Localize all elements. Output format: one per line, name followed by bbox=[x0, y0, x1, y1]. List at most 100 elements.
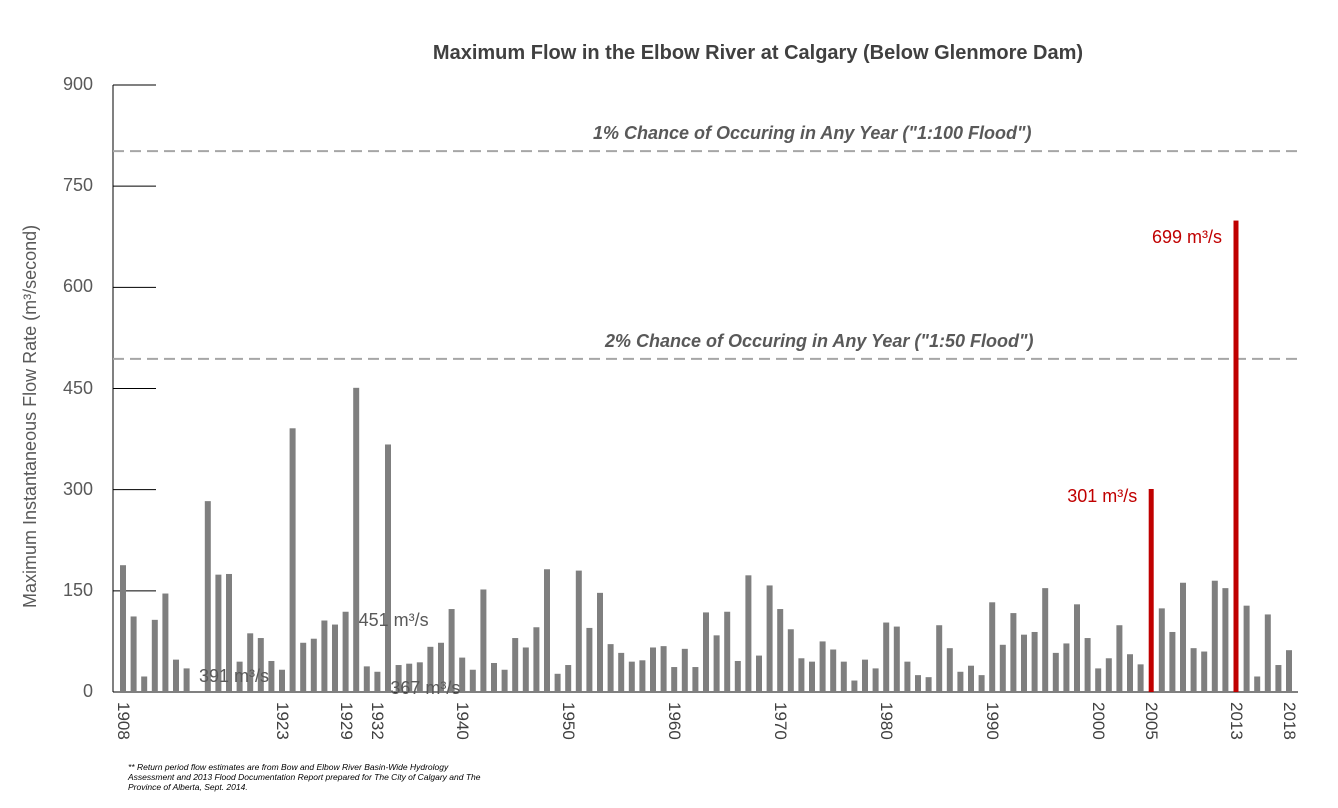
bar-1910 bbox=[141, 676, 148, 692]
bar-1986 bbox=[946, 648, 953, 692]
bar-1982 bbox=[904, 661, 911, 692]
annotation-1929: 451 m³/s bbox=[358, 609, 429, 630]
bar-1921 bbox=[257, 638, 264, 692]
bar-1968 bbox=[756, 655, 762, 692]
bar-1935 bbox=[406, 663, 413, 692]
y-tick-label: 600 bbox=[62, 276, 93, 297]
bar-1946 bbox=[522, 647, 529, 692]
bar-1943 bbox=[491, 662, 497, 692]
bar-1912 bbox=[162, 593, 169, 692]
reference-line-label: 1% Chance of Occuring in Any Year ("1:10… bbox=[593, 123, 1032, 144]
y-tick-label: 0 bbox=[82, 681, 93, 701]
bar-1908 bbox=[120, 565, 126, 692]
bar-2002 bbox=[1116, 625, 1123, 692]
bar-1956 bbox=[628, 661, 635, 692]
bar-1998 bbox=[1074, 604, 1080, 692]
bar-1940 bbox=[459, 657, 466, 692]
bar-1917 bbox=[215, 574, 222, 692]
bar-1914 bbox=[183, 668, 190, 692]
bar-1975 bbox=[830, 649, 837, 692]
annotation-2005: 301 m³/s bbox=[1067, 485, 1138, 506]
bar-1978 bbox=[862, 659, 868, 692]
bar-1963 bbox=[703, 612, 709, 692]
bar-2017 bbox=[1275, 665, 1282, 692]
bar-1980 bbox=[883, 622, 890, 692]
bar-1918 bbox=[226, 573, 232, 692]
bar-1969 bbox=[766, 585, 773, 692]
bar-2014 bbox=[1243, 605, 1250, 692]
bar-1965 bbox=[724, 611, 731, 692]
y-tick-label: 750 bbox=[62, 175, 93, 196]
bar-2000 bbox=[1095, 668, 1102, 692]
x-tick-label: 2013 bbox=[1227, 702, 1246, 740]
bar-1948 bbox=[544, 569, 550, 692]
bar-1955 bbox=[618, 652, 625, 692]
bar-1991 bbox=[999, 644, 1006, 692]
bar-1929 bbox=[342, 611, 349, 692]
annotation-2013: 699 m³/s bbox=[1152, 226, 1223, 247]
x-tick-label: 1960 bbox=[665, 702, 685, 740]
annotation-1932: 367 m³/s bbox=[390, 677, 461, 698]
bar-1954 bbox=[607, 644, 614, 692]
bar-1947 bbox=[533, 627, 540, 692]
bar-2005 bbox=[1148, 488, 1154, 692]
bar-1933 bbox=[385, 444, 391, 692]
bar-1990 bbox=[989, 602, 996, 692]
bar-1981 bbox=[893, 626, 900, 692]
bar-2018 bbox=[1286, 650, 1292, 692]
bar-2003 bbox=[1127, 654, 1133, 692]
y-tick-label: 300 bbox=[62, 478, 93, 499]
bar-1925 bbox=[300, 642, 307, 692]
x-tick-label: 2000 bbox=[1089, 702, 1109, 740]
bar-1976 bbox=[840, 661, 847, 692]
bar-2013 bbox=[1233, 220, 1239, 692]
bar-1979 bbox=[872, 668, 879, 692]
bar-1997 bbox=[1063, 643, 1070, 692]
bar-1942 bbox=[480, 589, 487, 692]
bar-1932 bbox=[374, 671, 381, 692]
bar-1939 bbox=[448, 609, 455, 692]
bar-1913 bbox=[173, 659, 179, 692]
bar-1911 bbox=[151, 619, 158, 692]
bar-1916 bbox=[204, 501, 211, 692]
reference-line-label: 2% Chance of Occuring in Any Year ("1:50… bbox=[605, 330, 1034, 351]
chart-title: Maximum Flow in the Elbow River at Calga… bbox=[432, 42, 1084, 64]
bar-2015 bbox=[1254, 676, 1261, 692]
bar-1987 bbox=[957, 671, 964, 692]
bar-1923 bbox=[279, 669, 285, 692]
x-tick-label: 1970 bbox=[771, 702, 791, 740]
bar-1972 bbox=[798, 658, 805, 692]
bar-1934 bbox=[395, 665, 402, 692]
bar-2004 bbox=[1137, 664, 1144, 692]
bar-1959 bbox=[660, 646, 667, 692]
bar-1985 bbox=[936, 625, 943, 692]
bar-1909 bbox=[130, 616, 137, 692]
bar-1919 bbox=[236, 661, 243, 692]
bar-1974 bbox=[819, 641, 826, 692]
bar-1960 bbox=[671, 667, 678, 692]
bar-1984 bbox=[925, 677, 932, 692]
bar-1926 bbox=[310, 638, 317, 692]
bar-1970 bbox=[777, 609, 784, 692]
bar-1967 bbox=[745, 575, 752, 692]
x-tick-label: 1940 bbox=[453, 702, 473, 740]
bar-2009 bbox=[1190, 648, 1197, 692]
bar-2011 bbox=[1211, 580, 1218, 692]
bar-1993 bbox=[1021, 634, 1027, 692]
bar-1961 bbox=[681, 648, 688, 692]
bar-1977 bbox=[851, 680, 858, 692]
bar-1931 bbox=[363, 666, 370, 692]
bar-1930 bbox=[353, 387, 360, 692]
bar-1937 bbox=[427, 646, 434, 692]
x-tick-label: 1990 bbox=[983, 702, 1003, 740]
bar-1941 bbox=[469, 669, 476, 692]
bar-1994 bbox=[1031, 631, 1038, 692]
x-tick-label: 1929 bbox=[336, 702, 356, 740]
bar-1999 bbox=[1084, 638, 1091, 692]
bar-2001 bbox=[1105, 658, 1112, 692]
bar-1995 bbox=[1042, 588, 1049, 692]
bar-2012 bbox=[1222, 588, 1229, 692]
x-tick-label: 1908 bbox=[114, 702, 133, 740]
bar-2007 bbox=[1169, 631, 1176, 692]
